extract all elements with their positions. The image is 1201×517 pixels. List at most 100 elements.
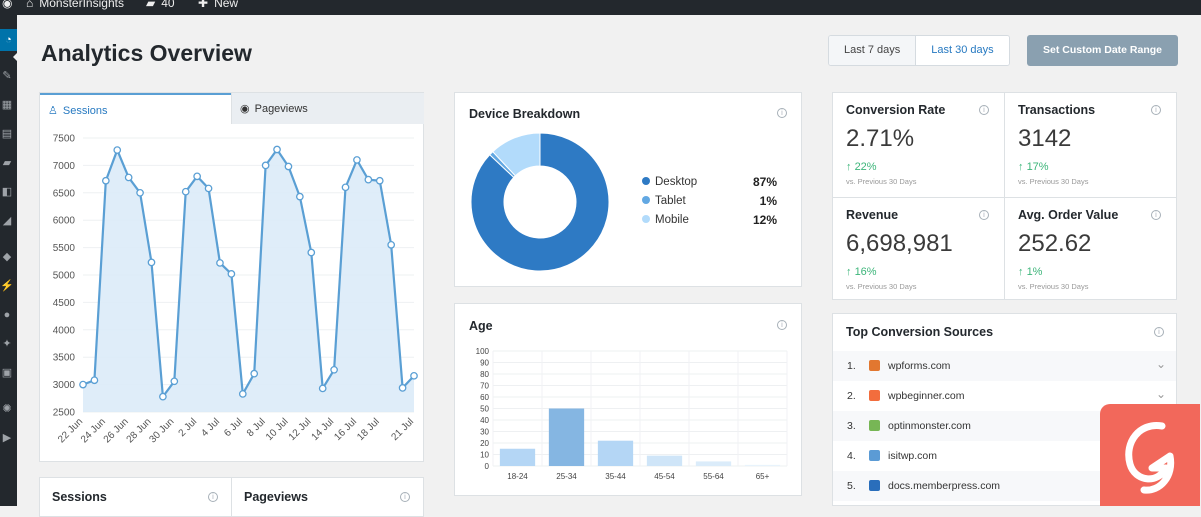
tools-icon[interactable]: ✦ (2, 338, 12, 350)
source-rank: 3. (847, 420, 856, 432)
media-icon[interactable]: ▦ (1, 99, 13, 111)
pages-icon[interactable]: ▤ (1, 128, 13, 140)
info-icon[interactable]: i (400, 492, 410, 502)
x-tick-label: 22 Jun (56, 416, 85, 445)
sessions-point[interactable] (181, 187, 190, 196)
pin-icon[interactable]: ✎ (2, 70, 12, 82)
age-bar[interactable] (646, 455, 683, 466)
sessions-point[interactable] (250, 369, 259, 378)
info-icon[interactable]: i (1154, 327, 1164, 337)
info-icon[interactable]: i (979, 210, 989, 220)
kpi-value: 252.62 (1018, 230, 1092, 257)
tab-sessions-label: Sessions (62, 105, 108, 117)
sessions-point[interactable] (273, 145, 281, 154)
sessions-point[interactable] (307, 248, 316, 257)
sessions-point[interactable] (216, 259, 224, 267)
sessions-point[interactable] (227, 270, 236, 278)
users-icon[interactable]: ● (3, 309, 11, 321)
sessions-point[interactable] (387, 241, 396, 249)
last-7-days-button[interactable]: Last 7 days (829, 36, 916, 65)
x-tick-label: 10 Jul (264, 416, 291, 443)
memberpress-icon (869, 480, 880, 491)
x-tick-label: 55-64 (703, 472, 724, 481)
sessions-point[interactable] (296, 192, 304, 201)
source-name: isitwp.com (888, 450, 938, 462)
donut-slice-mobile[interactable] (492, 132, 541, 177)
last-30-days-button[interactable]: Last 30 days (915, 36, 1009, 65)
sessions-point[interactable] (124, 173, 133, 182)
y-tick-label: 60 (480, 393, 489, 402)
chevron-down-icon[interactable]: ⌄ (1156, 387, 1167, 401)
info-icon[interactable]: i (208, 492, 218, 502)
watermark-logo (1100, 404, 1200, 506)
appearance-icon[interactable]: ◢ (2, 215, 12, 227)
sessions-point[interactable] (284, 162, 293, 171)
sessions-point[interactable] (364, 175, 373, 184)
x-tick-label: 24 Jun (79, 416, 108, 445)
tab-pageviews[interactable]: ◉ Pageviews (231, 93, 424, 124)
settings-icon[interactable]: ▣ (1, 367, 13, 379)
y-tick-label: 4500 (53, 298, 76, 309)
tab-sessions[interactable]: ♙ Sessions (40, 93, 231, 124)
tablet-swatch (642, 196, 650, 204)
info-icon[interactable]: i (979, 105, 989, 115)
age-bar[interactable] (695, 461, 732, 466)
legend-mobile-label: Mobile (655, 214, 689, 226)
comments-link[interactable]: ▰ 40 (146, 0, 175, 9)
paint-icon[interactable]: ◆ (2, 251, 12, 263)
insights-menu-icon[interactable]: ◔ (0, 29, 17, 51)
donut-slice-desktop[interactable] (470, 132, 610, 272)
info-icon[interactable]: i (777, 320, 787, 330)
admin-sidebar: ◔ ✎ ▦ ▤ ▰ ◧ ◢ ◆ ⚡ ● ✦ ▣ ✺ ▶ (0, 15, 19, 506)
sessions-point[interactable] (90, 376, 99, 385)
plugins-icon[interactable]: ⚡ (0, 280, 14, 292)
age-bar[interactable] (499, 448, 536, 466)
sessions-point[interactable] (193, 172, 201, 181)
age-bar[interactable] (548, 408, 585, 467)
sessions-point[interactable] (136, 188, 144, 197)
kpi-avg-order-value: Avg. Order Value i 252.62 ↑ 1% vs. Previ… (1005, 198, 1176, 300)
chevron-down-icon[interactable]: ⌄ (1156, 357, 1167, 371)
sessions-point[interactable] (261, 161, 270, 170)
x-tick-label: 14 Jul (310, 416, 337, 443)
new-content-link[interactable]: ✚ New (198, 0, 238, 9)
play-icon[interactable]: ▶ (2, 432, 12, 444)
sessions-point[interactable] (353, 156, 361, 164)
kpi-change: ↑ 17% (1018, 161, 1049, 173)
gear-icon[interactable]: ✺ (2, 403, 12, 415)
sessions-point[interactable] (147, 258, 156, 267)
home-icon: ⌂ (26, 0, 34, 10)
x-tick-label: 2 Jul (177, 416, 200, 439)
sessions-point[interactable] (410, 371, 418, 380)
info-icon[interactable]: i (1151, 105, 1161, 115)
sessions-point[interactable] (159, 392, 167, 401)
comments-count: 40 (161, 0, 175, 10)
sessions-point[interactable] (341, 183, 350, 192)
sessions-point[interactable] (375, 176, 384, 185)
source-row[interactable]: 2. wpbeginner.com ⌄ (833, 381, 1176, 411)
sessions-point[interactable] (238, 390, 247, 398)
age-bar[interactable] (597, 440, 634, 466)
source-name: wpforms.com (888, 360, 951, 372)
source-row[interactable]: 1. wpforms.com ⌄ (833, 351, 1176, 381)
info-icon[interactable]: i (777, 108, 787, 118)
age-bar[interactable] (744, 464, 781, 466)
sessions-point[interactable] (113, 146, 122, 154)
comments-menu-icon[interactable]: ▰ (2, 157, 12, 169)
sessions-point[interactable] (398, 384, 407, 392)
sessions-point[interactable] (101, 176, 110, 185)
forms-icon[interactable]: ◧ (1, 186, 13, 198)
site-name-link[interactable]: ⌂ MonsterInsights (26, 0, 124, 9)
site-name: MonsterInsights (39, 0, 124, 10)
device-breakdown-panel: Device Breakdown i Desktop 87% Tablet 1%… (454, 92, 802, 287)
sessions-panel: ♙ Sessions ◉ Pageviews 2500 3000 3500 4000 450… (39, 92, 424, 462)
tab-pageviews-label: Pageviews (254, 103, 308, 115)
sessions-point[interactable] (318, 384, 327, 393)
custom-date-range-button[interactable]: Set Custom Date Range (1027, 35, 1178, 66)
info-icon[interactable]: i (1151, 210, 1161, 220)
sessions-point[interactable] (204, 184, 213, 193)
sessions-point[interactable] (170, 377, 179, 386)
sessions-point[interactable] (79, 380, 87, 389)
wordpress-logo-icon[interactable]: ◉ (2, 0, 13, 10)
sessions-point[interactable] (330, 365, 338, 374)
